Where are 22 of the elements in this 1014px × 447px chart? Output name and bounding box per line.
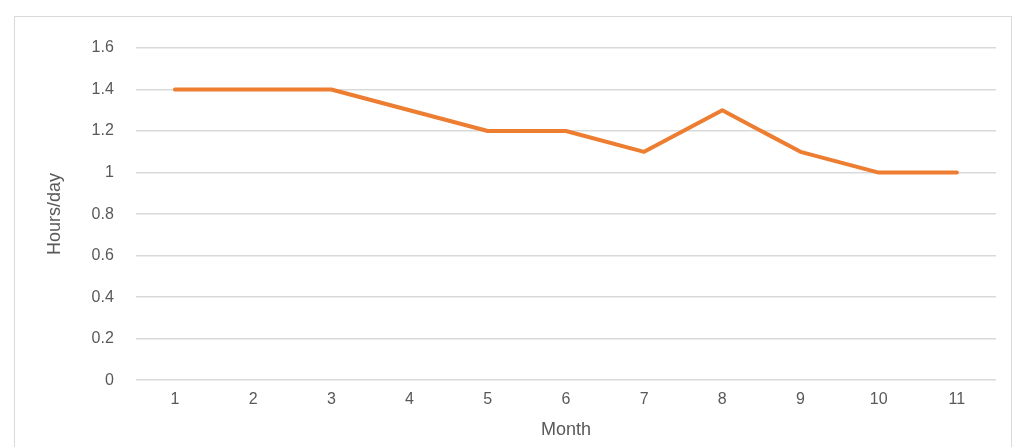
x-tick-label: 8 [717,390,727,408]
x-tick-label: 10 [869,390,888,408]
x-tick-label: 1 [170,390,180,408]
y-tick-label: 0.4 [91,287,114,305]
y-tick-label: 1.4 [91,79,114,97]
x-tick-label: 11 [948,390,966,408]
y-tick-label: 1.2 [91,121,114,139]
x-tick-label: 3 [326,390,336,408]
x-tick-label: 2 [248,390,258,408]
y-axis-title: Hours/day [43,173,64,256]
x-tick-label: 5 [483,390,493,408]
y-tick-label: 0 [104,370,114,388]
y-tick-label: 1 [104,162,114,180]
y-tick-label: 0.2 [91,329,114,347]
y-tick-label: 1.6 [91,38,114,56]
y-tick-label: 0.6 [91,246,114,264]
y-tick-label: 0.8 [91,204,114,222]
x-tick-label: 9 [796,390,806,408]
x-tick-label: 4 [405,390,415,408]
x-tick-label: 7 [639,390,649,408]
x-tick-label: 6 [561,390,571,408]
x-axis-title: Month [540,419,591,440]
